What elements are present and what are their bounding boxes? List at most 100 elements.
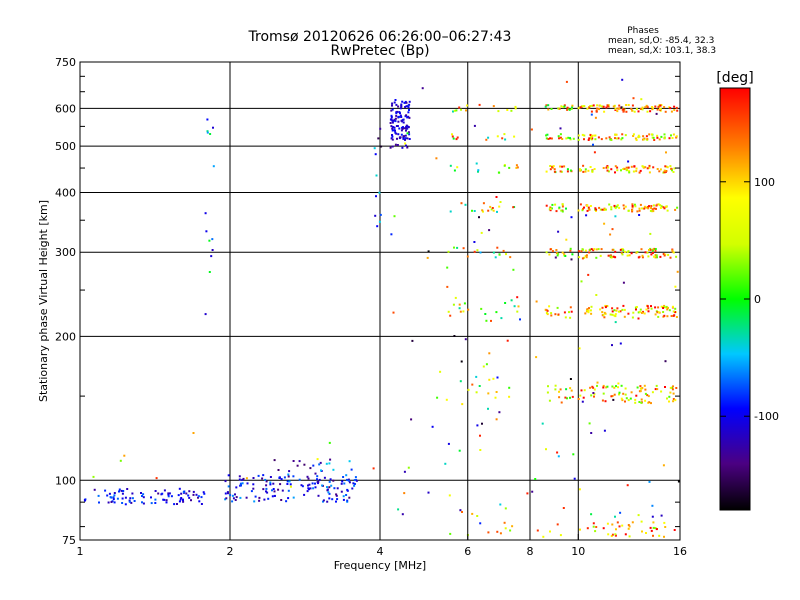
echo-point [394, 117, 397, 120]
echo-point [328, 480, 331, 483]
echo-point [376, 225, 379, 228]
echo-point [530, 128, 533, 131]
echo-point [250, 490, 253, 493]
echo-point [673, 109, 676, 111]
echo-point [618, 525, 621, 528]
echo-point [449, 314, 452, 317]
echo-point [602, 314, 605, 316]
echo-point [632, 170, 635, 173]
echo-point [674, 399, 677, 402]
echo-point [488, 378, 491, 381]
echo-point [649, 248, 652, 251]
echo-point [559, 127, 562, 130]
echo-point [641, 106, 644, 109]
echo-point [556, 451, 559, 454]
echo-point [513, 305, 516, 308]
echo-point [615, 137, 618, 140]
echo-point [505, 253, 507, 256]
echo-point [391, 134, 393, 136]
echo-point [482, 202, 485, 205]
echo-point [593, 151, 596, 154]
echo-point [649, 232, 652, 235]
echo-point [317, 494, 320, 497]
echo-point [648, 166, 651, 169]
echo-point [485, 319, 488, 322]
echo-point [331, 498, 334, 501]
echo-point [341, 480, 344, 483]
echo-point [655, 528, 658, 531]
echo-point [549, 207, 552, 210]
echo-point [635, 251, 638, 254]
echo-point [400, 129, 403, 132]
echo-point [314, 482, 316, 485]
echo-point [119, 459, 122, 462]
echo-point [601, 306, 604, 309]
echo-point [651, 252, 654, 254]
echo-point [638, 135, 641, 138]
x-tick-label: 10 [571, 545, 585, 558]
echo-point [651, 504, 654, 507]
echo-point [659, 255, 662, 258]
echo-point [549, 209, 552, 212]
echo-point [658, 170, 661, 173]
echo-point [561, 165, 564, 168]
echo-point [587, 311, 590, 314]
echo-point [318, 478, 321, 481]
echo-point [460, 202, 463, 205]
echo-point [559, 170, 562, 173]
echo-point [239, 482, 242, 485]
echo-point [566, 108, 569, 111]
echo-point [585, 310, 588, 313]
echo-point [211, 249, 214, 251]
echo-point [272, 488, 275, 490]
echo-point [495, 391, 498, 393]
echo-point [608, 136, 611, 139]
echo-point [671, 250, 674, 253]
echo-point [490, 319, 492, 322]
echo-point [107, 501, 110, 504]
echo-point [541, 422, 544, 425]
echo-point [343, 482, 346, 485]
echo-point [560, 105, 563, 108]
echo-point [628, 535, 631, 538]
echo-point [374, 214, 377, 217]
echo-point [408, 133, 411, 136]
echo-point [473, 210, 476, 212]
echo-point [556, 254, 559, 257]
echo-point [308, 483, 311, 486]
echo-point [510, 299, 513, 302]
echo-point [650, 402, 652, 405]
echo-point [182, 499, 184, 501]
echo-point [569, 378, 572, 380]
echo-point [392, 119, 395, 122]
echo-point [578, 256, 581, 259]
echo-point [378, 220, 381, 223]
echo-point [600, 105, 603, 108]
echo-point [397, 133, 400, 136]
echo-point [150, 496, 152, 499]
echo-point [447, 442, 450, 445]
echo-point [579, 168, 581, 171]
echo-point [627, 524, 630, 526]
echo-point [503, 164, 506, 167]
echo-point [632, 135, 635, 137]
echo-point [333, 487, 336, 490]
echo-point [606, 169, 609, 172]
echo-point [561, 251, 564, 254]
echo-point [545, 170, 548, 173]
echo-point [637, 136, 640, 139]
echo-point [373, 147, 376, 150]
echo-point [631, 210, 634, 213]
echo-point [616, 204, 619, 207]
echo-point [616, 521, 619, 524]
echo-point [545, 134, 548, 137]
echo-point [672, 385, 674, 388]
echo-point [669, 256, 672, 259]
echo-point [617, 386, 619, 389]
echo-point [654, 105, 657, 108]
echo-point [325, 462, 328, 465]
echo-point [390, 116, 393, 118]
echo-point [639, 308, 642, 311]
echo-point [568, 108, 571, 111]
echo-point [346, 500, 349, 503]
